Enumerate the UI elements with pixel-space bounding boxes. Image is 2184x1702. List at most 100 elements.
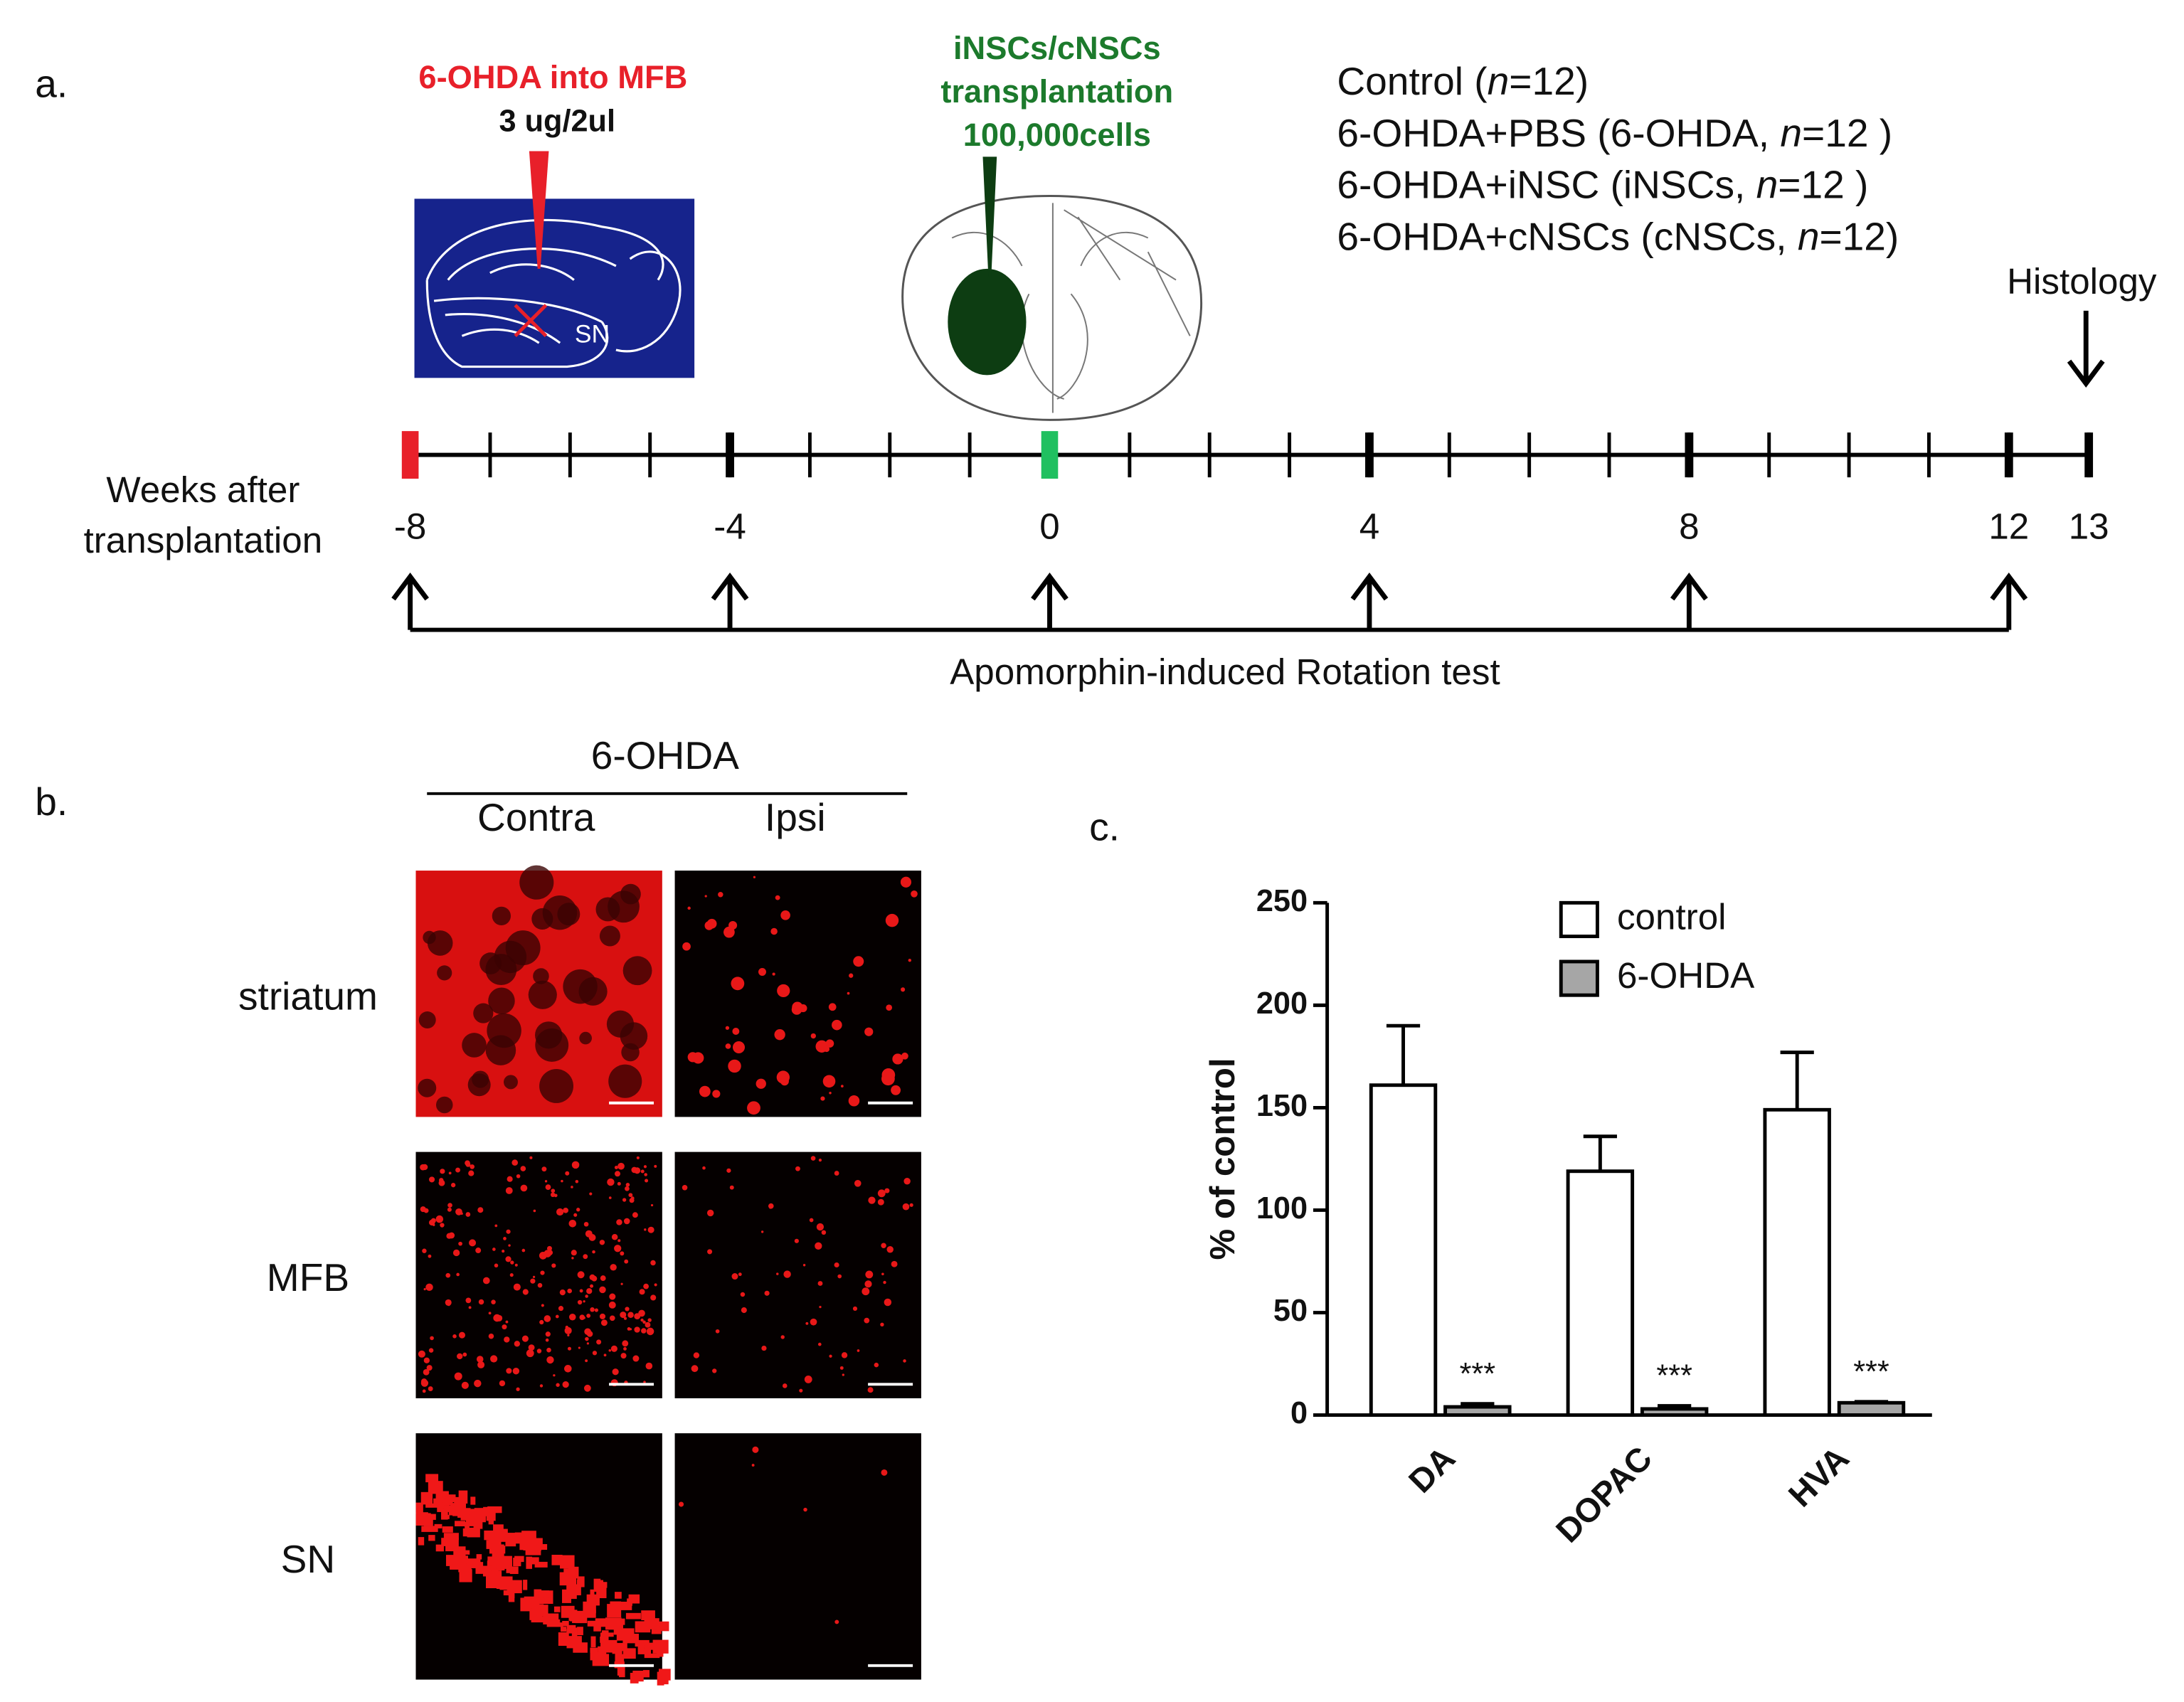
signal: [640, 1169, 645, 1174]
signal: [585, 1294, 588, 1298]
timeline-tick-label: 12: [1988, 506, 2029, 546]
signal: [909, 1203, 913, 1207]
signal: [576, 1580, 583, 1585]
dark-region: [539, 1068, 574, 1103]
rotation-arrow: [711, 573, 749, 630]
bar: [1763, 1107, 1831, 1418]
signal: [457, 1353, 463, 1360]
signal: [884, 1188, 890, 1193]
signal: [819, 1305, 822, 1309]
signal: [615, 1592, 622, 1599]
signal: [610, 1601, 622, 1609]
dark-region: [519, 865, 554, 900]
signal: [725, 1026, 730, 1030]
signal: [520, 1597, 532, 1612]
signal: [514, 1555, 524, 1563]
timeline-tick-label: -8: [394, 506, 427, 546]
signal: [620, 1353, 627, 1359]
signal: [864, 1280, 872, 1288]
signal: [857, 1349, 860, 1352]
signal: [620, 1282, 623, 1285]
signal: [625, 1612, 641, 1619]
signal: [438, 1178, 444, 1183]
rotation-arrow: [1670, 573, 1708, 630]
signal: [704, 921, 714, 930]
signal: [590, 1647, 598, 1653]
signal: [428, 1386, 433, 1391]
signal: [756, 1078, 766, 1089]
signal: [645, 1321, 651, 1328]
signal: [435, 1544, 444, 1552]
signal: [488, 1570, 502, 1584]
sagittal-brain-image: [414, 151, 695, 378]
signal: [575, 1615, 588, 1624]
signal: [579, 1289, 583, 1293]
signal: [585, 1336, 589, 1341]
signal: [891, 1260, 898, 1267]
signal: [805, 1321, 809, 1325]
signal: [561, 1179, 563, 1183]
signal: [657, 1621, 669, 1632]
signal: [541, 1166, 547, 1172]
signal: [493, 1524, 504, 1536]
signal: [566, 1624, 576, 1632]
signal: [619, 1618, 625, 1625]
signal: [565, 1325, 569, 1329]
signal: [629, 1198, 635, 1203]
group-label-part: 6-OHDA+cNSCs (cNSCs,: [1337, 214, 1797, 258]
signal: [729, 1185, 734, 1190]
signal: [635, 1639, 650, 1647]
signal: [455, 1167, 460, 1173]
signal: [864, 1317, 870, 1324]
transplant-needle: [982, 156, 997, 277]
signal: [815, 1040, 828, 1053]
signal: [658, 1669, 671, 1681]
signal: [467, 1164, 471, 1167]
signal: [428, 1481, 443, 1494]
signal: [506, 1229, 511, 1234]
dark-region: [622, 956, 652, 986]
signal: [825, 1039, 834, 1048]
signal: [521, 1248, 526, 1252]
signal: [678, 1501, 684, 1507]
signal: [465, 1508, 471, 1515]
signal: [611, 1233, 618, 1240]
signal: [493, 1314, 501, 1322]
signal: [586, 1288, 593, 1294]
signal: [562, 1621, 569, 1627]
signal: [867, 1387, 874, 1393]
signal: [613, 1624, 620, 1635]
signal: [650, 1294, 657, 1301]
signal: [551, 1188, 556, 1193]
signal: [629, 1328, 632, 1331]
signal: [504, 1336, 510, 1343]
signal: [774, 1029, 785, 1041]
signal: [420, 1513, 431, 1520]
x-tick-label: DOPAC: [1549, 1440, 1660, 1551]
signal: [590, 1307, 595, 1312]
signal: [715, 1329, 720, 1334]
signal: [625, 1307, 630, 1312]
signal: [820, 1096, 825, 1101]
signal: [470, 1164, 475, 1169]
signal: [566, 1636, 582, 1649]
signal: [568, 1219, 577, 1228]
signal: [783, 1270, 791, 1278]
signal: [445, 1299, 452, 1306]
signal: [541, 1304, 544, 1307]
signal: [810, 1318, 817, 1326]
signal: [777, 984, 790, 998]
signal: [468, 1306, 472, 1309]
signal: [652, 1639, 669, 1654]
signal: [687, 906, 691, 910]
dark-region: [505, 930, 541, 966]
signal: [753, 876, 756, 878]
dark-region: [599, 925, 620, 947]
signal: [488, 1333, 494, 1339]
signal: [654, 1164, 657, 1168]
signal: [615, 1601, 632, 1610]
signal: [747, 1101, 760, 1115]
signal: [505, 1533, 516, 1547]
signal: [447, 1207, 452, 1212]
signal: [465, 1212, 471, 1217]
